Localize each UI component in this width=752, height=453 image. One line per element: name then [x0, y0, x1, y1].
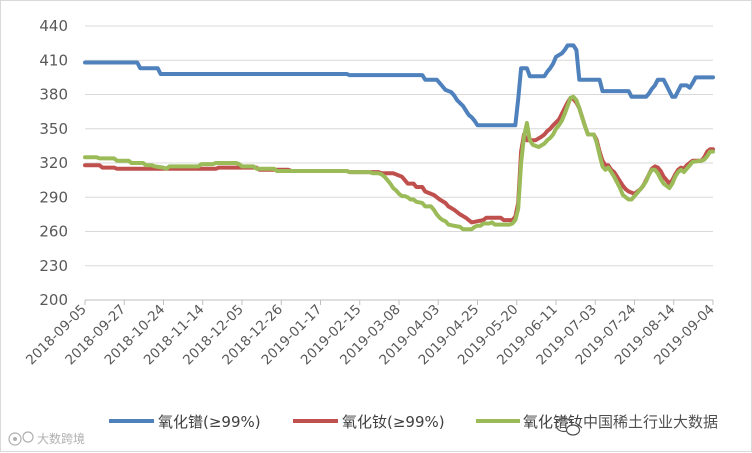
watermark-right-text: 中国稀土行业大数据: [583, 413, 718, 431]
legend: 氧化镨(≥99%) 氧化钕(≥99%) 氧化镨钕: [109, 413, 583, 431]
legend-label-neodymium-oxide: 氧化钕(≥99%): [342, 413, 445, 431]
watermark-left-text: 大数跨境: [37, 431, 85, 446]
y-tick-label: 410: [39, 51, 68, 69]
y-tick-label: 380: [39, 86, 68, 104]
y-tick-label: 320: [39, 154, 68, 172]
y-tick-label: 200: [39, 291, 68, 309]
legend-item-neodymium-oxide: 氧化钕(≥99%): [293, 413, 445, 431]
watermark-right: 中国稀土行业大数据: [555, 413, 718, 436]
series-line-praseodymium-neodymium-oxide: [83, 94, 715, 232]
y-tick-label: 440: [39, 17, 68, 35]
series-line-neodymium-oxide: [83, 95, 715, 225]
series-line-praseodymium-oxide: [83, 43, 715, 128]
y-tick-label: 230: [39, 257, 68, 275]
series-lines: [83, 43, 715, 232]
y-tick-label: 290: [39, 188, 68, 206]
legend-item-praseodymium-oxide: 氧化镨(≥99%): [109, 413, 261, 431]
watermark-left: 大数跨境: [8, 431, 85, 446]
y-axis: 200 230 260 290 320 350 380 410 440: [39, 17, 68, 309]
gridlines: [85, 25, 713, 267]
watermark-logo-icon: [8, 431, 34, 446]
y-tick-label: 260: [39, 223, 68, 241]
legend-label-praseodymium-oxide: 氧化镨(≥99%): [158, 413, 261, 431]
wechat-icon: [555, 417, 581, 436]
x-axis: 2018-09-052018-09-272018-10-242018-11-14…: [23, 299, 718, 368]
y-tick-label: 350: [39, 120, 68, 138]
